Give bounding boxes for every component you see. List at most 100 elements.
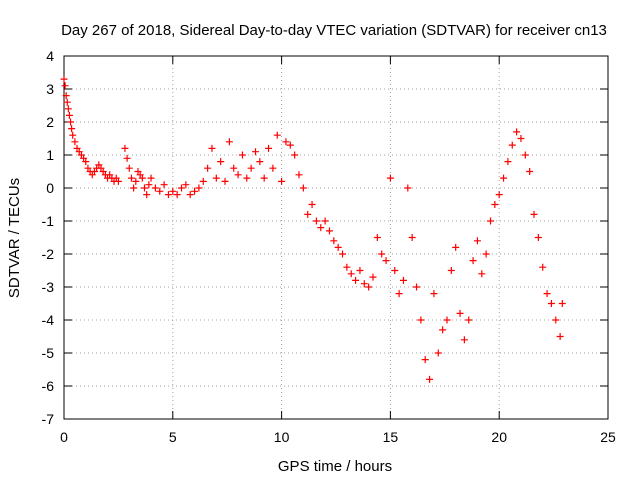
data-point bbox=[64, 105, 72, 113]
data-point bbox=[504, 158, 512, 166]
data-point bbox=[413, 283, 421, 291]
data-point bbox=[130, 184, 138, 192]
data-point bbox=[212, 174, 220, 182]
data-point bbox=[273, 131, 281, 139]
grid-lines bbox=[64, 56, 608, 419]
data-point bbox=[321, 217, 329, 225]
data-point bbox=[147, 174, 155, 182]
data-point bbox=[230, 164, 238, 172]
data-point bbox=[443, 316, 451, 324]
data-point bbox=[156, 187, 164, 195]
data-point bbox=[517, 135, 525, 142]
data-point bbox=[114, 177, 122, 185]
data-point bbox=[539, 263, 547, 271]
data-point bbox=[478, 270, 486, 278]
data-point bbox=[208, 144, 216, 152]
data-point bbox=[63, 98, 71, 106]
data-point bbox=[62, 92, 70, 100]
data-points bbox=[60, 75, 566, 383]
data-point bbox=[178, 184, 186, 192]
data-point bbox=[500, 174, 508, 182]
data-point bbox=[195, 184, 203, 192]
x-tick-label: 15 bbox=[383, 429, 399, 445]
data-point bbox=[138, 174, 146, 182]
data-point bbox=[308, 201, 316, 208]
data-point bbox=[312, 217, 320, 225]
data-point bbox=[256, 158, 264, 166]
data-point bbox=[373, 234, 381, 241]
data-point bbox=[430, 290, 438, 298]
y-tick-label: -7 bbox=[42, 411, 55, 427]
data-point bbox=[508, 141, 516, 149]
data-point bbox=[513, 128, 521, 136]
data-point bbox=[238, 151, 246, 159]
data-point bbox=[486, 217, 494, 225]
data-point bbox=[127, 174, 135, 182]
y-tick-label: -1 bbox=[42, 213, 55, 229]
data-point bbox=[552, 316, 560, 324]
data-point bbox=[164, 191, 172, 199]
data-point bbox=[269, 164, 277, 172]
data-point bbox=[82, 158, 90, 166]
data-point bbox=[378, 250, 386, 258]
data-point bbox=[343, 263, 351, 271]
data-point bbox=[352, 276, 360, 284]
data-point bbox=[291, 151, 299, 159]
data-point bbox=[556, 333, 564, 340]
data-point bbox=[182, 181, 190, 189]
data-point bbox=[386, 174, 394, 182]
data-point bbox=[260, 174, 268, 182]
data-point bbox=[265, 144, 273, 152]
data-point bbox=[123, 154, 131, 162]
x-tick-label: 10 bbox=[274, 429, 290, 445]
data-point bbox=[278, 177, 286, 185]
data-point bbox=[317, 224, 325, 232]
x-tick-label: 5 bbox=[169, 429, 177, 445]
data-point bbox=[530, 210, 538, 218]
data-point bbox=[132, 177, 140, 185]
data-point bbox=[234, 171, 242, 179]
data-point bbox=[534, 234, 542, 241]
data-point bbox=[347, 270, 355, 278]
data-point bbox=[360, 280, 368, 288]
data-point bbox=[217, 158, 225, 166]
data-point bbox=[469, 257, 477, 265]
data-point bbox=[543, 290, 551, 298]
y-axis-label: SDTVAR / TECUs bbox=[6, 178, 23, 298]
data-point bbox=[69, 131, 77, 139]
data-point bbox=[225, 138, 233, 146]
y-tick-label: 3 bbox=[46, 81, 54, 97]
y-tick-label: 4 bbox=[46, 48, 54, 64]
data-point bbox=[495, 191, 503, 199]
data-point bbox=[304, 210, 312, 218]
y-tick-label: -5 bbox=[42, 345, 55, 361]
data-point bbox=[452, 243, 460, 251]
data-point bbox=[395, 290, 403, 298]
data-point bbox=[434, 349, 442, 357]
data-point bbox=[460, 336, 468, 344]
data-point bbox=[286, 141, 294, 149]
data-point bbox=[169, 187, 177, 195]
data-point bbox=[191, 187, 199, 195]
data-point bbox=[68, 125, 76, 133]
data-point bbox=[408, 234, 416, 241]
data-point bbox=[473, 237, 481, 245]
x-tick-label: 0 bbox=[60, 429, 68, 445]
data-point bbox=[391, 267, 399, 274]
data-point bbox=[125, 164, 133, 172]
data-point bbox=[382, 257, 390, 265]
data-point bbox=[404, 184, 412, 192]
data-point bbox=[243, 174, 251, 182]
data-point bbox=[71, 138, 79, 146]
data-point bbox=[151, 184, 159, 192]
data-point bbox=[299, 184, 307, 192]
data-point bbox=[330, 237, 338, 245]
data-point bbox=[439, 326, 447, 334]
data-point bbox=[65, 111, 73, 119]
data-point bbox=[199, 177, 207, 185]
data-point bbox=[221, 177, 229, 185]
data-point bbox=[369, 273, 377, 281]
data-point bbox=[547, 300, 555, 307]
